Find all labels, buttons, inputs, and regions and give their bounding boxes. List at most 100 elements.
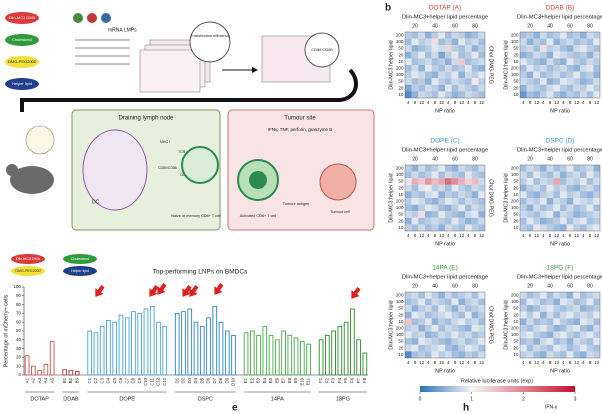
x-tick-label: 8 bbox=[414, 233, 417, 238]
heatmap-cell bbox=[526, 45, 534, 52]
dc-label: DC bbox=[92, 199, 100, 205]
heatmap-cell bbox=[431, 204, 439, 212]
x-tick-label: C2 bbox=[93, 377, 98, 383]
x-tick-label: D7 bbox=[212, 377, 217, 383]
y-tick-label: 100 bbox=[511, 299, 519, 304]
heatmap-cell bbox=[478, 78, 486, 85]
x-tick-label: F2 bbox=[324, 377, 329, 383]
bar bbox=[106, 319, 111, 376]
heatmap-cell bbox=[580, 211, 587, 218]
heatmap-cell bbox=[451, 91, 459, 99]
heatmap-cell bbox=[520, 78, 527, 85]
heatmap-cell bbox=[566, 305, 574, 312]
heatmap-cell bbox=[593, 184, 601, 192]
heatmap-cell bbox=[546, 204, 554, 212]
heatmap-cell bbox=[471, 51, 479, 59]
heatmap-cell bbox=[465, 165, 472, 172]
y-tick-label: 100 bbox=[396, 39, 404, 44]
heatmap-cell bbox=[451, 344, 459, 352]
heatmap-cell bbox=[471, 45, 479, 52]
heatmap-cell bbox=[471, 184, 479, 192]
arrow-icon bbox=[157, 283, 167, 295]
heatmap-cell bbox=[553, 165, 561, 172]
top-tick-label: 80 bbox=[587, 283, 593, 289]
heatmap-cell bbox=[540, 71, 547, 79]
heatmap-cell bbox=[471, 91, 479, 99]
tumour-title: Tumour site bbox=[284, 116, 316, 122]
top-label: Dlin-MC3+helper lipid percentage bbox=[517, 15, 602, 21]
heatmap-cell bbox=[560, 165, 567, 172]
heatmap-cell bbox=[445, 204, 452, 212]
x-tick-label: F1 bbox=[318, 377, 323, 383]
heatmap-cell bbox=[520, 65, 527, 72]
group-label: 18PG bbox=[336, 396, 350, 402]
heatmap-cell bbox=[405, 191, 412, 199]
heatmap-cell bbox=[445, 344, 452, 352]
y-axis-label: Dlin-MC3:helper lipid bbox=[388, 40, 394, 89]
heatmap-cell bbox=[533, 32, 541, 39]
heatmap-cell bbox=[405, 217, 412, 225]
heatmap-cell bbox=[431, 338, 439, 345]
heatmap-cell bbox=[546, 318, 554, 326]
heatmap-cell bbox=[580, 305, 587, 312]
lipid-label: Helper lipid bbox=[12, 81, 32, 86]
heatmap-cell bbox=[526, 224, 534, 232]
x-tick-label: 8 bbox=[414, 360, 417, 365]
heatmap-cell bbox=[566, 51, 574, 59]
heatmap-cell bbox=[546, 184, 554, 192]
colorbar-tick-label: 2 bbox=[522, 396, 525, 402]
cytokines: IFNγ, TNF, perforin, granzyme B bbox=[268, 127, 333, 132]
heatmap-cell bbox=[573, 292, 581, 299]
heatmap-cell bbox=[560, 84, 567, 92]
heatmap-cell bbox=[593, 318, 601, 326]
y-tick-label: 50 bbox=[513, 212, 519, 217]
heatmap-cell bbox=[586, 217, 594, 225]
right-label: Chol:DMG-PEG bbox=[488, 179, 494, 217]
heatmap-cell bbox=[566, 211, 574, 218]
heatmap-cell bbox=[405, 58, 412, 66]
x-tick-label: B1 bbox=[62, 377, 67, 383]
heatmap-cell bbox=[431, 325, 439, 332]
heatmap-cell bbox=[586, 344, 594, 352]
heatmap-cell bbox=[471, 204, 479, 212]
heatmap-cell bbox=[438, 311, 446, 319]
arrow-icon bbox=[351, 287, 361, 299]
y-tick-label: 200 bbox=[511, 166, 519, 171]
heatmap-cell bbox=[586, 191, 594, 199]
heatmap-cell bbox=[478, 325, 486, 332]
heatmap-title: DOTAP (A) bbox=[429, 5, 461, 12]
heatmap-cell bbox=[573, 58, 581, 66]
y-axis-label: Dlin-MC3:helper lipid bbox=[388, 300, 394, 349]
heatmap-cell bbox=[418, 178, 426, 185]
heatmap-cell bbox=[411, 338, 419, 345]
heatmap-cell bbox=[465, 305, 472, 312]
heatmap-cell bbox=[465, 78, 472, 85]
lipid-label: Dlin-MC3 DMA bbox=[16, 257, 41, 261]
heatmap-cell bbox=[411, 344, 419, 352]
heatmap-cell bbox=[425, 344, 432, 352]
heatmap-cell bbox=[438, 51, 446, 59]
heatmap-cell bbox=[580, 338, 587, 345]
lipid-pill bbox=[5, 34, 39, 46]
heatmap-cell bbox=[540, 78, 547, 85]
heatmap-cell bbox=[458, 292, 466, 299]
heatmap-cell bbox=[438, 351, 446, 359]
heatmap-cell bbox=[560, 198, 567, 205]
heatmap-cell bbox=[405, 331, 412, 339]
heatmap-cell bbox=[478, 38, 486, 46]
heatmap-cell bbox=[438, 224, 446, 232]
chart-title: Top-performing LNPs on BMDCs bbox=[153, 269, 248, 276]
heatmap-cell bbox=[451, 325, 459, 332]
x-tick-label: 12 bbox=[439, 100, 445, 105]
heatmap-cell bbox=[593, 311, 601, 319]
heatmap-cell bbox=[553, 58, 561, 66]
top-tick-label: 40 bbox=[547, 156, 553, 162]
heatmap-cell bbox=[533, 171, 541, 179]
bar bbox=[343, 321, 349, 376]
heatmap-cell bbox=[425, 325, 432, 332]
bar bbox=[224, 330, 230, 376]
heatmap-cell bbox=[418, 198, 426, 205]
colorbar-tick-label: 3 bbox=[574, 396, 577, 402]
heatmap-cell bbox=[471, 71, 479, 79]
y-tick-label: 50 bbox=[513, 46, 519, 51]
